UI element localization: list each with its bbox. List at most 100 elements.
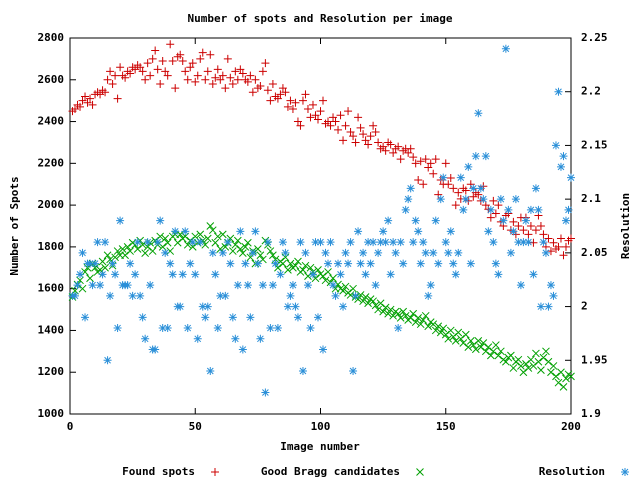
point [549,238,558,247]
point [299,266,307,274]
point [276,270,285,279]
point [561,216,570,225]
point [424,322,433,331]
point [178,56,187,65]
point [308,100,317,109]
point [381,146,390,155]
point [206,222,215,230]
point [344,107,353,116]
point [258,281,267,290]
point [366,259,375,268]
y2-tick-label: 2.05 [581,246,608,259]
point [196,238,205,247]
point [213,65,222,74]
point [156,216,165,225]
point [361,136,370,145]
point [183,324,192,333]
x-tick-label: 100 [311,420,331,433]
point [193,334,202,343]
point [524,238,533,247]
point [491,341,500,349]
point [466,337,475,345]
point [494,270,503,279]
point [71,105,80,114]
point [324,268,332,276]
point [259,255,267,264]
point [414,176,423,185]
point [409,309,418,318]
point [321,276,330,285]
point [534,357,543,366]
point [248,248,257,257]
point [411,318,420,326]
point [469,184,478,193]
point [444,248,453,257]
point [479,195,488,204]
point [386,305,395,314]
y2-tick-label: 1.9 [581,407,601,420]
point [231,240,240,249]
point [131,65,140,74]
point [98,257,107,266]
point [223,238,232,247]
point [263,238,272,247]
point [96,90,105,99]
point [303,105,312,114]
point [346,128,355,136]
point [481,347,490,356]
point [236,65,245,74]
point [381,303,390,312]
point [198,48,207,57]
point [238,249,247,258]
point [311,111,320,120]
point [419,238,428,247]
point [161,67,170,76]
point [527,355,535,364]
point [341,282,350,291]
point [406,314,415,322]
point [476,343,485,352]
point [431,155,440,164]
point [429,248,438,257]
point [196,230,205,239]
point [191,77,200,86]
point [521,216,530,225]
point [471,345,480,354]
point [96,281,105,290]
point [451,337,460,345]
point [396,155,405,164]
point [286,259,295,268]
point [106,291,115,300]
point [266,247,275,255]
point [559,152,568,161]
point [537,366,545,374]
point [494,201,503,210]
point [454,248,463,257]
point [203,67,212,76]
chart-title: Number of spots and Resolution per image [188,12,453,25]
point [233,236,242,245]
point [151,46,160,55]
y-tick-label: 2400 [38,115,65,128]
point [121,73,130,82]
point [301,248,310,257]
point [491,209,500,218]
point [103,356,112,365]
point [266,96,275,105]
point [313,313,322,322]
y-tick-label: 1800 [38,240,65,253]
y-tick-label: 1600 [38,282,65,295]
point [441,238,450,247]
point [131,270,140,279]
point [218,71,227,80]
point [341,248,350,257]
point [379,227,388,236]
point [113,94,122,103]
y-tick-label: 2600 [38,73,65,86]
point [188,59,197,68]
point [288,281,297,290]
point [153,238,162,247]
point [401,205,410,214]
point [138,67,147,76]
point [334,125,343,134]
